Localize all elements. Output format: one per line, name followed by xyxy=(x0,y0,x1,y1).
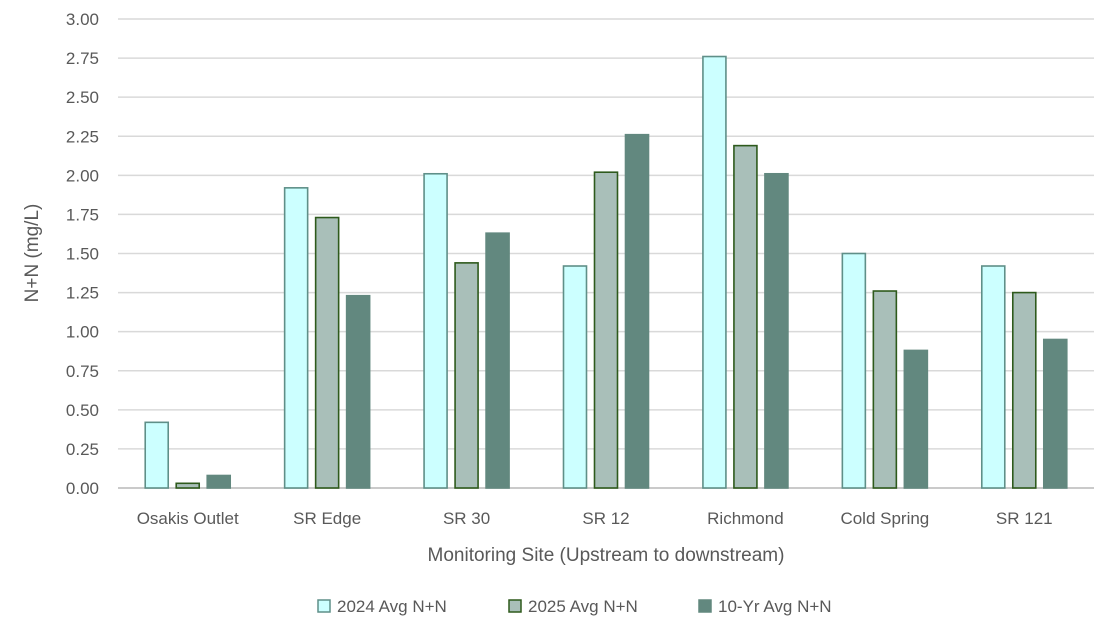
y-tick-label: 1.50 xyxy=(66,245,99,264)
bar-2-4 xyxy=(593,171,619,489)
x-category-label: Cold Spring xyxy=(840,509,929,528)
y-tick-label: 0.25 xyxy=(66,440,99,459)
legend: 2024 Avg N+N 2025 Avg N+N 10-Yr Avg N+N xyxy=(317,597,832,616)
bar-1-6 xyxy=(841,252,867,489)
y-tick-label: 2.25 xyxy=(66,127,99,146)
x-category-label: SR 121 xyxy=(996,509,1053,528)
y-tick-label: 0.50 xyxy=(66,401,99,420)
legend-swatch-2 xyxy=(508,599,522,613)
bar-2-1 xyxy=(175,482,201,489)
legend-label-3: 10-Yr Avg N+N xyxy=(718,597,832,616)
bar-1-3 xyxy=(423,172,448,489)
bar-3-3 xyxy=(485,232,510,489)
bar-3-2 xyxy=(345,294,371,489)
bar-3-1 xyxy=(206,474,232,489)
legend-swatch-3 xyxy=(698,599,712,613)
y-tick-label: 3.00 xyxy=(66,10,99,29)
y-tick-label: 0.75 xyxy=(66,362,99,381)
y-axis-ticks: 0.00 0.25 0.50 0.75 1.00 1.25 1.50 1.75 2.00 2.25… xyxy=(66,10,99,498)
x-axis-title: Monitoring Site (Upstream to downstream) xyxy=(428,545,785,566)
y-axis-title: N+N (mg/L) xyxy=(22,204,43,303)
bar-3-5 xyxy=(764,172,789,489)
bar-1-4 xyxy=(562,265,588,489)
bar-2-2 xyxy=(314,216,340,489)
x-category-label: SR 12 xyxy=(582,509,629,528)
y-tick-label: 2.50 xyxy=(66,88,99,107)
y-tick-label: 1.00 xyxy=(66,323,99,342)
legend-swatch-1 xyxy=(317,599,331,613)
bar-2-3 xyxy=(454,262,479,489)
bars xyxy=(144,55,1068,489)
bar-2-5 xyxy=(733,144,758,489)
bar-3-7 xyxy=(1042,338,1068,489)
x-category-label: Osakis Outlet xyxy=(137,509,239,528)
legend-label-1: 2024 Avg N+N xyxy=(337,597,447,616)
x-category-label: SR 30 xyxy=(443,509,490,528)
bar-2-7 xyxy=(1011,291,1037,489)
bar-1-2 xyxy=(283,187,309,489)
bar-2-6 xyxy=(872,290,898,489)
bar-3-4 xyxy=(624,133,650,489)
x-category-label: SR Edge xyxy=(293,509,361,528)
x-category-label: Richmond xyxy=(707,509,784,528)
legend-label-2: 2025 Avg N+N xyxy=(528,597,638,616)
y-tick-label: 1.25 xyxy=(66,284,99,303)
y-tick-label: 0.00 xyxy=(66,479,99,498)
y-tick-label: 1.75 xyxy=(66,205,99,224)
x-axis-categories: Osakis Outlet SR Edge SR 30 SR 12 Richmond Co… xyxy=(137,509,1053,528)
bar-1-5 xyxy=(702,55,727,489)
bar-1-1 xyxy=(144,421,170,489)
bar-1-7 xyxy=(980,265,1006,489)
y-tick-label: 2.00 xyxy=(66,166,99,185)
y-tick-label: 2.75 xyxy=(66,49,99,68)
bar-3-6 xyxy=(903,349,929,489)
